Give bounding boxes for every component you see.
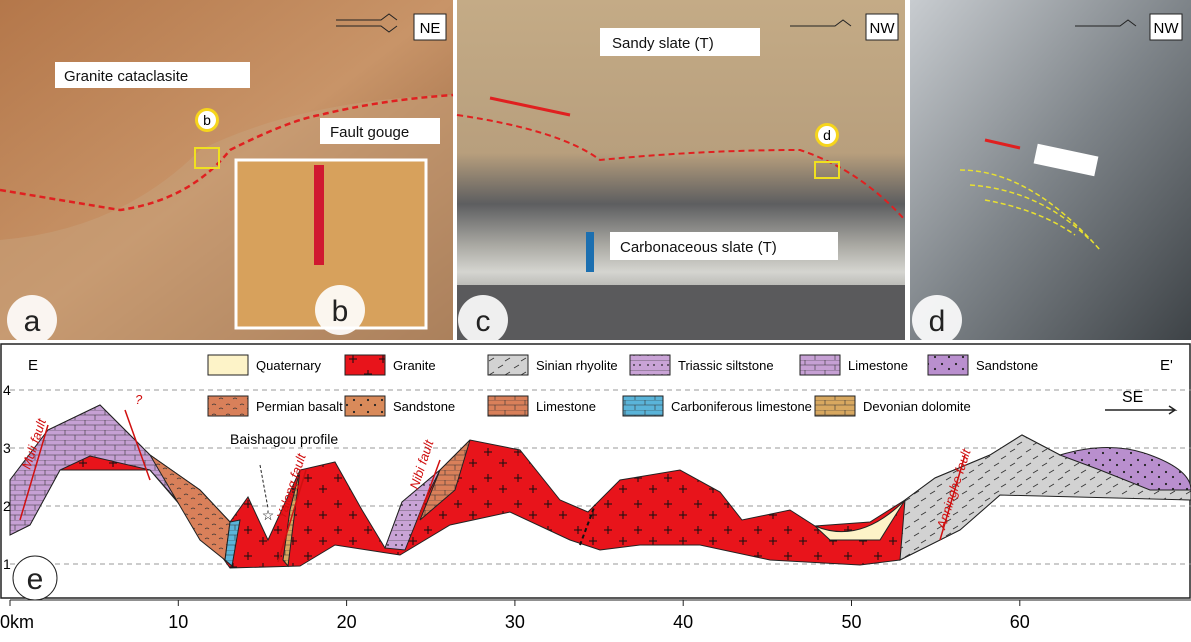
legend-swatch	[207, 354, 249, 376]
legend-swatch	[487, 395, 529, 417]
legend-swatch	[344, 354, 386, 376]
marker: d	[823, 127, 831, 143]
north-arrow	[790, 19, 852, 27]
label: Fault gouge	[330, 124, 409, 141]
legend-swatch	[927, 354, 969, 376]
letter-badge	[458, 295, 508, 345]
legend-swatch	[344, 395, 386, 417]
letter-badge	[7, 295, 57, 345]
y-tick-label: 4	[3, 382, 11, 398]
orientation: NW	[1154, 20, 1180, 37]
siltstone	[384, 469, 441, 551]
legend-label: Permian basalt	[256, 399, 343, 414]
legend-swatch	[799, 354, 841, 376]
letter-badge	[315, 285, 365, 335]
legend-swatch	[622, 395, 664, 417]
marker-box	[194, 147, 220, 169]
photo-c	[457, 0, 905, 340]
slip-arrow	[984, 138, 1021, 150]
panel-letter: c	[476, 305, 491, 338]
x-tick-label: 60	[1010, 612, 1030, 632]
marker-pin	[198, 111, 216, 129]
legend-swatch	[629, 354, 671, 376]
label-box	[55, 62, 250, 88]
panel-letter: a	[24, 305, 41, 338]
x-tick-label: 20	[337, 612, 357, 632]
fault-trace	[456, 114, 906, 221]
label-box	[600, 28, 760, 56]
legend-swatch	[487, 354, 529, 376]
query-mark: ?	[135, 392, 143, 407]
marker: b	[203, 112, 211, 128]
legend-swatch	[814, 395, 856, 417]
profile-star: ☆	[262, 507, 275, 523]
x-tick-label: 0km	[0, 612, 34, 632]
limestone-b	[419, 439, 471, 521]
orientation: NE	[420, 20, 441, 37]
orientation-box	[865, 13, 899, 41]
y-tick-label: 2	[3, 498, 11, 514]
section-end: E	[28, 357, 38, 374]
direction-arrow	[1105, 405, 1178, 415]
fabric-trace	[959, 169, 1101, 251]
legend-label: Sinian rhyolite	[536, 358, 618, 373]
carboniferous	[224, 519, 241, 567]
label: Carbonaceous slate (T)	[620, 239, 777, 256]
letter-badge	[912, 295, 962, 345]
legend-label: Quaternary	[256, 358, 322, 373]
quaternary	[814, 499, 906, 541]
inset-pen	[314, 165, 324, 265]
label: Sandy slate (T)	[612, 35, 714, 52]
legend-label: Limestone	[536, 399, 596, 414]
axes: 1 2 3 4 0km 10 20 30 40 50 60	[0, 382, 1030, 632]
panel-letter: e	[27, 563, 44, 596]
legend-swatch	[207, 395, 249, 417]
legend-label: Limestone	[848, 358, 908, 373]
north-arrow	[1075, 19, 1137, 27]
legend-label: Carboniferous limestone	[671, 399, 812, 414]
label-box	[320, 118, 440, 144]
legend-label: Granite	[393, 358, 436, 373]
orientation-box	[1149, 13, 1183, 41]
grid	[10, 389, 1191, 565]
orientation-box	[413, 13, 447, 41]
panel-letter: d	[929, 305, 946, 338]
road	[457, 285, 905, 340]
x-tick-label: 50	[841, 612, 861, 632]
fault-line	[579, 504, 596, 546]
slip-arrow	[489, 96, 571, 117]
label-box	[610, 232, 838, 260]
y-tick-label: 1	[3, 556, 11, 572]
photo-d	[910, 0, 1191, 340]
person	[586, 232, 594, 272]
marker-pin	[818, 126, 836, 144]
x-tick-label: 30	[505, 612, 525, 632]
label: Granite cataclasite	[64, 68, 188, 85]
x-tick-label: 40	[673, 612, 693, 632]
legend-label: Sandstone	[393, 399, 455, 414]
panel-letter: b	[332, 295, 349, 328]
north-arrow	[336, 13, 398, 33]
legend-label: Triassic siltstone	[678, 358, 774, 373]
legend: Quaternary Granite Sinian rhyolite Triassic…	[207, 354, 1038, 417]
scale-bar	[1033, 143, 1099, 177]
fault-trace	[0, 93, 454, 212]
profile-pointer	[259, 464, 269, 509]
direction: SE	[1122, 389, 1143, 406]
orientation: NW	[870, 20, 896, 37]
legend-label: Devonian dolomite	[863, 399, 971, 414]
x-tick-label: 10	[168, 612, 188, 632]
section-end: E'	[1160, 357, 1173, 374]
fault-line	[19, 409, 966, 563]
legend-label: Sandstone	[976, 358, 1038, 373]
marker-box	[814, 161, 840, 179]
profile-label: Baishagou profile	[230, 431, 338, 447]
y-tick-label: 3	[3, 440, 11, 456]
